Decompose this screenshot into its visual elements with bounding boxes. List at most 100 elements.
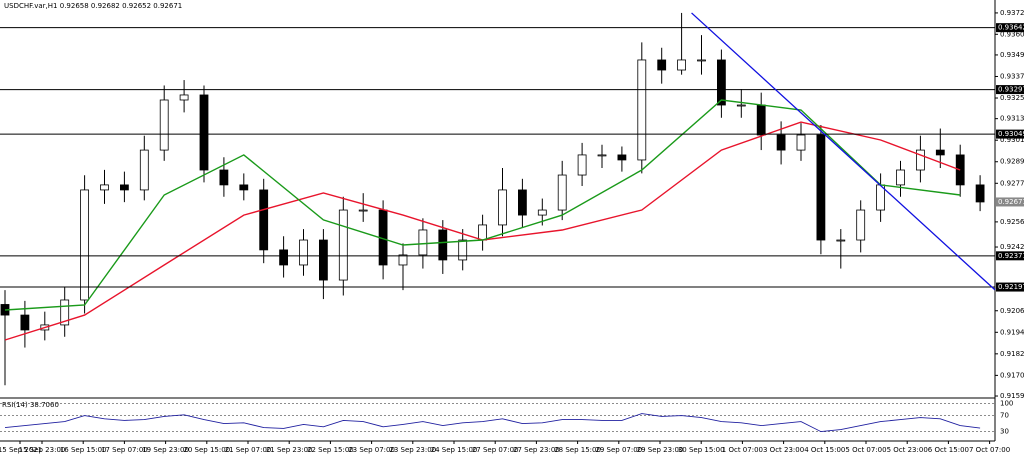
x-tick-label: 19 Sep 23:00 (142, 446, 189, 454)
y-tick-label: 0.92775 (1000, 179, 1024, 187)
y-tick-label: 0.93015 (1000, 136, 1024, 144)
level-label-box (996, 23, 1024, 33)
candle-body (537, 209, 547, 216)
candle-body (717, 59, 726, 106)
candle-body (498, 189, 507, 226)
candle-body (816, 134, 826, 241)
rsi-tick-label: 100 (1000, 400, 1013, 408)
candle-body (398, 254, 408, 266)
y-tick-label: 0.91945 (1000, 328, 1024, 336)
candle-body (756, 104, 766, 136)
moving-average (4, 99, 961, 311)
candle-body (418, 229, 428, 256)
candle-body (617, 154, 627, 161)
x-tick-label: 15 Sep 2021 (0, 446, 42, 454)
level-label: 0.93297 (998, 86, 1024, 94)
x-tick-label: 5 Oct 07:00 (845, 446, 886, 454)
x-tick-label: 23 Sep 23:00 (389, 446, 436, 454)
x-tick-label: 6 Oct 15:00 (928, 446, 969, 454)
x-tick-label: 28 Sep 15:00 (554, 446, 601, 454)
candle-body (120, 184, 129, 191)
level-label-box (996, 129, 1024, 139)
x-tick-label: 29 Sep 23:00 (637, 446, 684, 454)
candle-body (657, 59, 667, 71)
candle-body (279, 249, 289, 266)
rsi-line (4, 413, 981, 433)
header-close: 0.92671 (153, 2, 182, 10)
candle-body (299, 239, 308, 266)
y-tick-label: 0.91705 (1000, 371, 1024, 379)
x-tick-label: 21 Sep 07:00 (225, 446, 272, 454)
candle-body (458, 239, 468, 261)
x-tick-label: 21 Sep 23:00 (266, 446, 313, 454)
candle-body (318, 239, 328, 281)
candle-body (637, 59, 647, 161)
y-tick-label: 0.92895 (1000, 158, 1024, 166)
rsi-tick-label: 30 (1000, 428, 1009, 436)
candle-body (935, 149, 945, 156)
candle-body (896, 169, 905, 186)
y-tick-label: 0.92065 (1000, 307, 1024, 315)
candle-body (20, 314, 30, 331)
candle-body (100, 184, 109, 191)
x-tick-label: 24 Sep 15:00 (431, 446, 478, 454)
candle-body (577, 154, 587, 176)
y-tick-label: 0.93605 (1000, 30, 1024, 38)
candle-body (916, 149, 925, 171)
last-price-label: 0.92671 (998, 198, 1024, 206)
candle-body (597, 154, 607, 157)
candle-body (438, 229, 448, 261)
candle-body (159, 99, 169, 151)
x-tick-label: 16 Sep 15:00 (60, 446, 107, 454)
candle-body (358, 209, 368, 212)
candle-body (736, 104, 746, 107)
last-price-box (996, 197, 1024, 207)
x-tick-label: 29 Sep 07:00 (595, 446, 642, 454)
x-tick-label: 3 Oct 23:00 (763, 446, 804, 454)
x-tick-label: 15 Sep 23:00 (19, 446, 66, 454)
candle-body (219, 169, 229, 186)
candle-body (179, 94, 189, 101)
x-tick-label: 27 Sep 23:00 (513, 446, 560, 454)
x-tick-label: 20 Sep 15:00 (183, 446, 230, 454)
candle-body (338, 209, 348, 281)
chart-header: USDCHF.var,H1 0.92658 0.92682 0.92652 0.… (4, 2, 182, 10)
symbol: USDCHF.var,H1 (4, 2, 58, 10)
header-low: 0.92652 (122, 2, 151, 10)
y-tick-label: 0.93724 (1000, 9, 1024, 17)
level-label-box (996, 282, 1024, 292)
candle-body (478, 224, 488, 241)
trendline (691, 12, 996, 291)
candle-body (199, 94, 209, 171)
header-high: 0.92682 (91, 2, 120, 10)
x-tick-label: 7 Oct 07:00 (969, 446, 1010, 454)
candle-body (139, 149, 149, 191)
x-tick-label: 5 Oct 23:00 (887, 446, 928, 454)
x-tick-label: 30 Sep 15:00 (678, 446, 725, 454)
candle-body (60, 299, 70, 326)
candle-body (518, 189, 527, 216)
x-tick-label: 17 Sep 07:00 (101, 446, 148, 454)
candle-body (836, 239, 846, 242)
x-tick-label: 4 Oct 15:00 (804, 446, 845, 454)
rsi-tick-label: 70 (1000, 412, 1009, 420)
x-tick-label: 27 Sep 07:00 (472, 446, 519, 454)
candle-body (776, 134, 786, 151)
candle-body (856, 209, 866, 241)
candle-body (796, 134, 806, 151)
candle-body (239, 184, 249, 191)
candle-body (677, 59, 686, 71)
level-label-box (996, 85, 1024, 95)
candle-body (80, 189, 89, 301)
x-tick-label: 23 Sep 07:00 (348, 446, 395, 454)
level-label: 0.92371 (998, 252, 1024, 260)
x-tick-label: 22 Sep 15:00 (307, 446, 354, 454)
rsi-title: RSI(14) 38.7060 (2, 401, 59, 409)
